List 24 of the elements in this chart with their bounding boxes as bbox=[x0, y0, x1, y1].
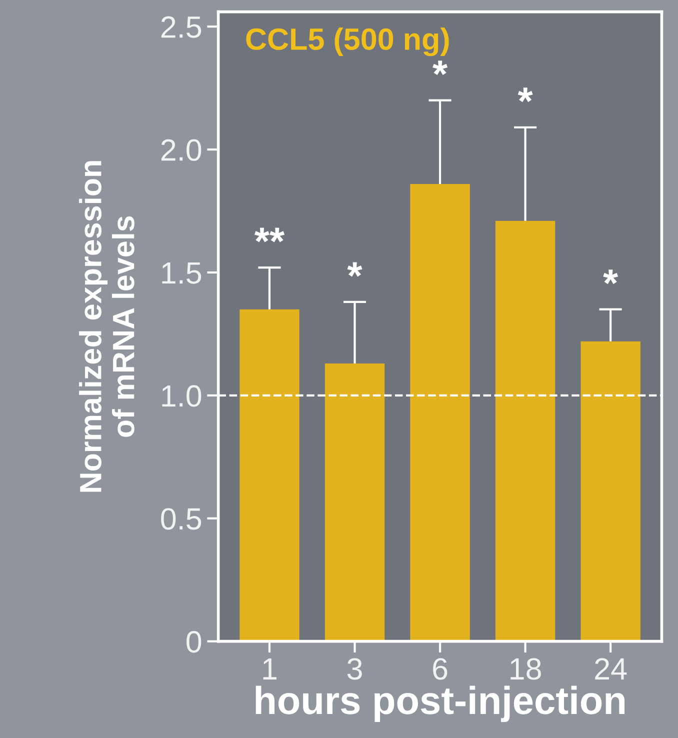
bar bbox=[324, 363, 385, 642]
annotation: * bbox=[518, 88, 533, 102]
x-tick-label: 6 bbox=[433, 658, 448, 680]
chart-title: CCL5 (500 ng) bbox=[246, 28, 449, 56]
bar bbox=[580, 341, 640, 642]
bar bbox=[240, 309, 300, 642]
x-tick-label: 1 bbox=[263, 658, 276, 680]
x-tick-label: 3 bbox=[347, 658, 362, 680]
annotation: * bbox=[432, 60, 448, 76]
x-tick-label: 24 bbox=[595, 658, 627, 680]
y-tick-label: 1.0 bbox=[162, 385, 202, 407]
annotation: ** bbox=[254, 228, 285, 242]
y-tick-label: 1.5 bbox=[162, 262, 202, 284]
x-tick-label: 18 bbox=[510, 658, 541, 680]
x-axis-title: hours post-injection bbox=[256, 686, 625, 722]
bar bbox=[410, 184, 470, 642]
bar bbox=[495, 220, 556, 642]
annotation: * bbox=[603, 270, 618, 284]
y-tick-label: 2.5 bbox=[161, 16, 202, 38]
annotation: * bbox=[347, 262, 362, 277]
y-tick-label: 2.0 bbox=[161, 139, 202, 161]
y-tick-label: 0 bbox=[186, 631, 202, 653]
y-tick-label: 0.5 bbox=[161, 508, 202, 530]
y-axis-title: Normalized expression of mRNA levels bbox=[79, 161, 134, 492]
